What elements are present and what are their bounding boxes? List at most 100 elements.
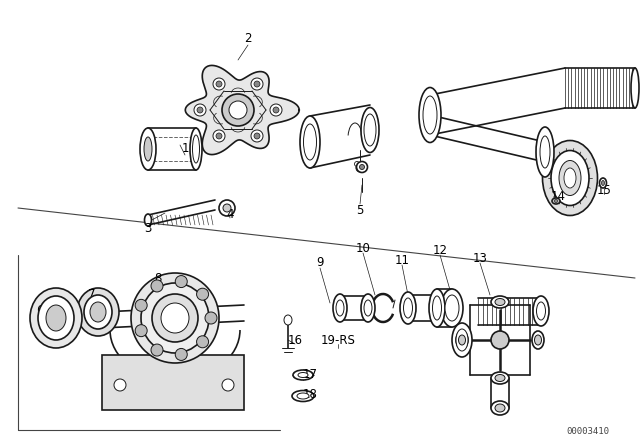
- Ellipse shape: [491, 372, 509, 384]
- Ellipse shape: [540, 136, 550, 168]
- Ellipse shape: [284, 315, 292, 325]
- Text: 6: 6: [36, 303, 44, 316]
- Ellipse shape: [554, 199, 558, 202]
- Ellipse shape: [452, 323, 472, 357]
- Circle shape: [216, 81, 222, 87]
- Ellipse shape: [602, 181, 605, 185]
- Ellipse shape: [140, 128, 156, 170]
- Circle shape: [213, 130, 225, 142]
- Circle shape: [151, 280, 163, 292]
- Ellipse shape: [551, 151, 589, 206]
- Circle shape: [194, 104, 206, 116]
- Ellipse shape: [131, 273, 219, 363]
- Ellipse shape: [536, 127, 554, 177]
- Ellipse shape: [190, 128, 202, 170]
- Ellipse shape: [491, 331, 509, 349]
- Circle shape: [175, 276, 188, 288]
- Text: 10: 10: [356, 241, 371, 254]
- Ellipse shape: [77, 288, 119, 336]
- Ellipse shape: [458, 335, 465, 345]
- Ellipse shape: [141, 283, 209, 353]
- Ellipse shape: [364, 114, 376, 146]
- Circle shape: [273, 107, 279, 113]
- Ellipse shape: [495, 404, 505, 412]
- Ellipse shape: [356, 161, 367, 172]
- Ellipse shape: [90, 302, 106, 322]
- Ellipse shape: [491, 296, 509, 308]
- Ellipse shape: [559, 160, 581, 195]
- Ellipse shape: [600, 178, 607, 188]
- Ellipse shape: [491, 401, 509, 415]
- Circle shape: [222, 94, 254, 126]
- Ellipse shape: [564, 168, 576, 188]
- Text: 14: 14: [550, 190, 566, 202]
- Text: 15: 15: [596, 184, 611, 197]
- Ellipse shape: [84, 295, 112, 329]
- Circle shape: [216, 133, 222, 139]
- Ellipse shape: [145, 214, 152, 226]
- Text: 3: 3: [144, 221, 152, 234]
- Circle shape: [251, 78, 263, 90]
- Circle shape: [114, 379, 126, 391]
- Ellipse shape: [336, 300, 344, 316]
- Ellipse shape: [445, 295, 459, 321]
- Circle shape: [205, 312, 217, 324]
- Ellipse shape: [223, 204, 231, 212]
- Ellipse shape: [433, 296, 442, 320]
- Text: 19-RS: 19-RS: [321, 333, 355, 346]
- Ellipse shape: [361, 108, 379, 152]
- Text: 7: 7: [88, 289, 96, 302]
- Text: 18: 18: [303, 388, 317, 401]
- Ellipse shape: [441, 289, 463, 327]
- Ellipse shape: [361, 294, 375, 322]
- Ellipse shape: [534, 335, 541, 345]
- Text: 9: 9: [316, 257, 324, 270]
- Ellipse shape: [298, 372, 308, 378]
- Text: 8: 8: [154, 271, 162, 284]
- Ellipse shape: [532, 331, 544, 349]
- Ellipse shape: [46, 305, 66, 331]
- Text: 00003410: 00003410: [566, 427, 609, 436]
- Ellipse shape: [456, 331, 468, 349]
- Text: 1: 1: [181, 142, 189, 155]
- Ellipse shape: [219, 200, 235, 216]
- Circle shape: [213, 78, 225, 90]
- Circle shape: [229, 101, 247, 119]
- Ellipse shape: [419, 87, 441, 142]
- Text: 17: 17: [303, 367, 317, 380]
- Ellipse shape: [400, 292, 416, 324]
- Text: 5: 5: [356, 203, 364, 216]
- Ellipse shape: [403, 298, 413, 318]
- Ellipse shape: [631, 68, 639, 108]
- Ellipse shape: [356, 164, 364, 172]
- Circle shape: [196, 336, 209, 348]
- Circle shape: [151, 344, 163, 356]
- Ellipse shape: [300, 116, 320, 168]
- Ellipse shape: [38, 296, 74, 340]
- Circle shape: [270, 104, 282, 116]
- Circle shape: [196, 288, 209, 300]
- Ellipse shape: [429, 289, 445, 327]
- Ellipse shape: [292, 391, 314, 401]
- Text: 12: 12: [433, 244, 447, 257]
- Ellipse shape: [144, 137, 152, 161]
- Circle shape: [254, 81, 260, 87]
- Polygon shape: [186, 65, 300, 155]
- Ellipse shape: [536, 302, 545, 320]
- Ellipse shape: [495, 298, 505, 306]
- Text: 16: 16: [287, 333, 303, 346]
- Ellipse shape: [533, 296, 549, 326]
- Circle shape: [175, 349, 188, 361]
- Circle shape: [222, 379, 234, 391]
- Text: 13: 13: [472, 251, 488, 264]
- Circle shape: [197, 107, 203, 113]
- Ellipse shape: [293, 370, 313, 380]
- Circle shape: [251, 130, 263, 142]
- Ellipse shape: [423, 96, 437, 134]
- Circle shape: [254, 133, 260, 139]
- Ellipse shape: [364, 300, 372, 316]
- Text: 11: 11: [394, 254, 410, 267]
- Ellipse shape: [333, 294, 347, 322]
- Text: 2: 2: [244, 31, 252, 44]
- Ellipse shape: [456, 329, 468, 351]
